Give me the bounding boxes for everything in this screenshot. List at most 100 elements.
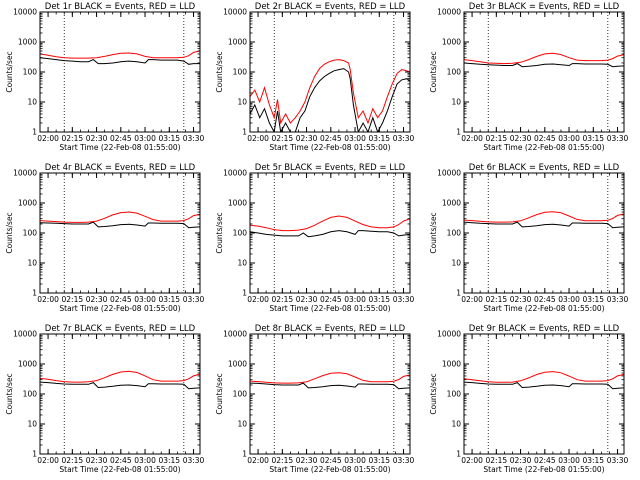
x-tick-label: 03:30 [183, 295, 205, 304]
panel-title: Det 3r BLACK = Events, RED = LLD [469, 2, 620, 12]
y-axis-label: Counts/sec [5, 212, 14, 253]
x-tick-label: 02:45 [110, 456, 132, 465]
x-tick-label: 02:30 [296, 456, 318, 465]
y-tick-label: 10000 [13, 330, 37, 339]
panel-title: Det 9r BLACK = Events, RED = LLD [469, 324, 620, 334]
x-tick-label: 02:00 [247, 456, 269, 465]
panel-det-4: Det 4r BLACK = Events, RED = LLD 1 10 100 10… [5, 163, 205, 313]
x-tick-label: 02:45 [534, 456, 556, 465]
x-tick-label: 02:00 [247, 134, 269, 143]
panel-title: Det 5r BLACK = Events, RED = LLD [255, 163, 406, 173]
x-tick-label: 02:15 [486, 295, 508, 304]
y-tick-label: 10 [451, 98, 461, 107]
x-tick-label: 02:30 [296, 134, 318, 143]
panel-title: Det 6r BLACK = Events, RED = LLD [469, 163, 620, 173]
x-tick-label: 03:00 [344, 456, 366, 465]
series-line-lld [250, 372, 410, 384]
y-tick-label: 100 [23, 229, 38, 238]
y-tick-label: 100 [447, 68, 462, 77]
y-tick-label: 10000 [437, 169, 461, 178]
y-tick-label: 1000 [228, 38, 247, 47]
x-tick-label: 03:00 [558, 134, 580, 143]
y-tick-label: 100 [233, 229, 248, 238]
y-tick-label: 1 [32, 289, 37, 298]
y-axis-label: Counts/sec [5, 373, 14, 414]
x-tick-label: 02:45 [320, 295, 342, 304]
y-tick-label: 10000 [437, 8, 461, 17]
y-tick-label: 1 [242, 450, 247, 459]
y-axis-label: Counts/sec [215, 212, 224, 253]
y-tick-label: 1000 [442, 38, 461, 47]
series-line-events [40, 381, 200, 390]
y-tick-label: 100 [233, 68, 248, 77]
series-line-events [464, 381, 624, 390]
series-line-lld [250, 215, 410, 232]
x-tick-label: 03:30 [607, 295, 629, 304]
y-tick-label: 1 [242, 289, 247, 298]
x-tick-label: 02:15 [272, 295, 294, 304]
x-axis-label: Start Time (22-Feb-08 01:55:00) [269, 143, 390, 152]
x-tick-label: 02:00 [461, 134, 483, 143]
y-tick-label: 100 [23, 390, 38, 399]
x-tick-label: 02:15 [272, 134, 294, 143]
series-line-lld [40, 370, 200, 383]
x-tick-label: 03:15 [368, 295, 390, 304]
y-tick-label: 10000 [13, 169, 37, 178]
panel-title: Det 2r BLACK = Events, RED = LLD [255, 2, 406, 12]
x-tick-label: 02:45 [320, 134, 342, 143]
x-axis-label: Start Time (22-Feb-08 01:55:00) [59, 143, 180, 152]
series-line-lld [464, 211, 624, 223]
y-tick-label: 100 [447, 229, 462, 238]
series-line-events [464, 221, 624, 229]
x-tick-label: 02:00 [247, 295, 269, 304]
x-tick-label: 02:45 [534, 295, 556, 304]
x-tick-label: 02:30 [86, 134, 108, 143]
x-tick-label: 03:15 [158, 295, 180, 304]
x-tick-label: 02:00 [37, 134, 59, 143]
x-tick-label: 03:30 [183, 134, 205, 143]
x-tick-label: 02:00 [37, 295, 59, 304]
y-tick-label: 10 [451, 259, 461, 268]
panel-det-2: Det 2r BLACK = Events, RED = LLD 1 10 100 10… [215, 2, 415, 152]
y-tick-label: 10 [27, 259, 37, 268]
y-axis-label: Counts/sec [215, 51, 224, 92]
x-axis-label: Start Time (22-Feb-08 01:55:00) [483, 143, 604, 152]
x-tick-label: 02:00 [461, 295, 483, 304]
x-tick-label: 03:15 [158, 456, 180, 465]
panel-det-7: Det 7r BLACK = Events, RED = LLD 1 10 100 10… [5, 324, 205, 474]
x-tick-label: 03:00 [558, 295, 580, 304]
y-tick-label: 1 [32, 450, 37, 459]
y-tick-label: 1000 [18, 360, 37, 369]
x-tick-label: 02:30 [510, 456, 532, 465]
x-tick-label: 02:15 [62, 456, 84, 465]
y-axis-label: Counts/sec [215, 373, 224, 414]
x-tick-label: 03:00 [134, 295, 156, 304]
x-tick-label: 02:15 [62, 134, 84, 143]
y-tick-label: 100 [23, 68, 38, 77]
x-tick-label: 02:15 [272, 456, 294, 465]
y-tick-label: 10 [27, 98, 37, 107]
x-tick-label: 03:00 [134, 456, 156, 465]
x-tick-label: 03:00 [134, 134, 156, 143]
y-tick-label: 10000 [13, 8, 37, 17]
x-tick-label: 03:15 [368, 134, 390, 143]
series-line-events [250, 230, 410, 238]
panel-title: Det 4r BLACK = Events, RED = LLD [45, 163, 196, 173]
x-tick-label: 03:30 [607, 456, 629, 465]
y-axis-label: Counts/sec [429, 373, 438, 414]
x-tick-label: 03:15 [158, 134, 180, 143]
y-tick-label: 10 [27, 420, 37, 429]
y-tick-label: 1000 [442, 199, 461, 208]
y-tick-label: 10 [237, 98, 247, 107]
x-axis-label: Start Time (22-Feb-08 01:55:00) [483, 465, 604, 474]
x-tick-label: 03:15 [582, 456, 604, 465]
x-tick-label: 02:30 [86, 456, 108, 465]
panel-title: Det 7r BLACK = Events, RED = LLD [45, 324, 196, 334]
x-tick-label: 03:30 [393, 456, 415, 465]
series-line-events [250, 68, 410, 132]
x-tick-label: 03:00 [344, 134, 366, 143]
y-tick-label: 10000 [223, 8, 247, 17]
y-tick-label: 1 [456, 450, 461, 459]
panel-det-1: Det 1r BLACK = Events, RED = LLD 1 10 100 10… [5, 2, 205, 152]
